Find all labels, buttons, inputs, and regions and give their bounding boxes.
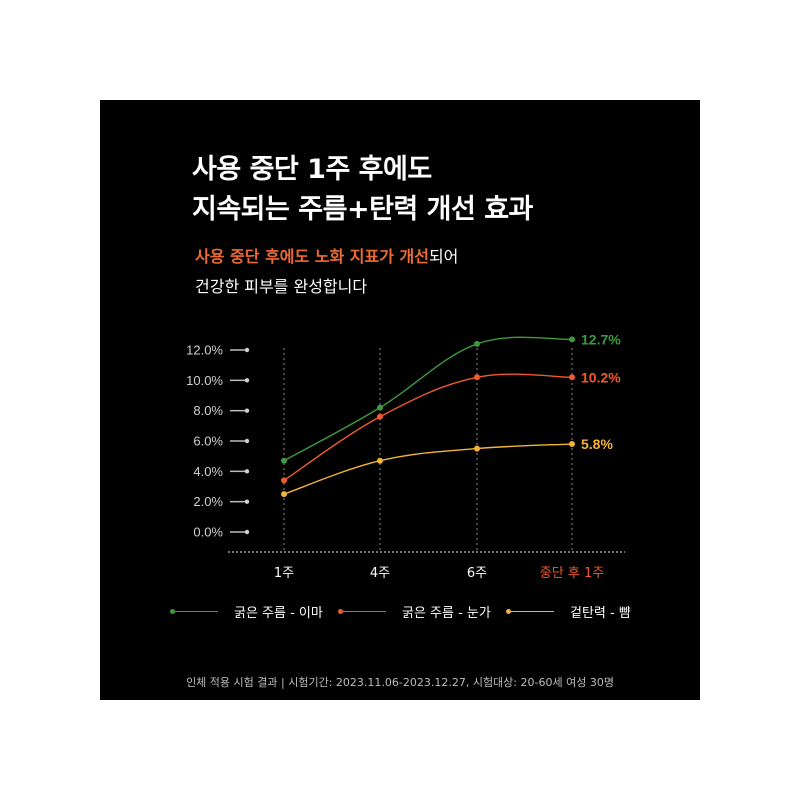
x-tick-label: 4주 bbox=[370, 566, 390, 581]
data-point bbox=[474, 374, 480, 381]
y-tick-dot bbox=[244, 529, 250, 535]
y-tick-label: 0.0% bbox=[193, 525, 223, 540]
series-line bbox=[283, 443, 573, 495]
y-tick-label: 10.0% bbox=[186, 373, 223, 388]
x-tick-label: 중단 후 1주 bbox=[540, 566, 604, 581]
y-tick-label: 12.0% bbox=[186, 343, 223, 358]
line-chart: 0.0% 2.0% 4.0% 6.0% 8.0% 10.0% 12.0% 1주 4주 6주 중단 후… bbox=[186, 331, 625, 581]
y-tick-dot bbox=[244, 469, 250, 474]
subheadline: 사용 중단 후에도 노화 지표가 개선되어 건강한 피부를 완성합니다 bbox=[195, 242, 458, 302]
x-tick-label: 1주 bbox=[274, 566, 294, 581]
infographic-panel: 사용 중단 1주 후에도 지속되는 주름+탄력 개선 효과 사용 중단 후에도 … bbox=[100, 100, 700, 700]
legend-label: 굵은 주름 - 이마 bbox=[234, 606, 323, 621]
legend-item: 겉탄력 - 뺨 bbox=[506, 602, 676, 621]
subheadline-highlight: 사용 중단 후에도 노화 지표가 개선 bbox=[195, 247, 429, 266]
subheadline-rest: 되어 bbox=[428, 247, 459, 266]
data-point bbox=[569, 374, 575, 381]
footnote: 인체 적용 시험 결과 | 시험기간: 2023.11.06-2023.12.2… bbox=[186, 676, 614, 689]
legend-line-icon bbox=[338, 609, 386, 614]
data-point bbox=[569, 441, 575, 448]
legend-line-icon bbox=[170, 609, 218, 614]
data-point bbox=[377, 457, 383, 464]
data-point bbox=[474, 340, 480, 347]
subheadline-line2: 건강한 피부를 완성합니다 bbox=[195, 277, 368, 296]
data-point bbox=[281, 457, 287, 464]
y-tick-dot bbox=[244, 408, 250, 413]
data-point bbox=[377, 413, 383, 420]
legend-dot-icon bbox=[170, 609, 175, 614]
series-line bbox=[283, 336, 573, 462]
data-point bbox=[377, 404, 383, 411]
y-tick-dot bbox=[244, 499, 250, 504]
legend-item: 굵은 주름 - 눈가 bbox=[338, 602, 508, 621]
y-tick-label: 2.0% bbox=[193, 494, 223, 509]
data-point bbox=[281, 491, 287, 498]
legend-item: 굵은 주름 - 이마 bbox=[170, 602, 340, 621]
legend-label: 겉탄력 - 뺨 bbox=[570, 606, 631, 621]
chart-legend: 굵은 주름 - 이마 굵은 주름 - 눈가 겉탄력 - 뺨 bbox=[170, 602, 676, 621]
legend-dot-icon bbox=[338, 609, 343, 614]
y-tick-label: 6.0% bbox=[193, 434, 223, 449]
end-value-label: 10.2% bbox=[581, 369, 621, 385]
end-value-label: 5.8% bbox=[581, 436, 613, 452]
end-value-label: 12.7% bbox=[581, 331, 621, 347]
y-tick-dot bbox=[244, 347, 250, 353]
legend-dot-icon bbox=[506, 609, 511, 614]
x-tick-label: 6주 bbox=[467, 566, 487, 581]
data-point bbox=[569, 336, 575, 343]
headline-line2: 지속되는 주름+탄력 개선 효과 bbox=[192, 194, 533, 225]
series-line bbox=[283, 373, 573, 482]
y-tick-label: 4.0% bbox=[193, 464, 223, 479]
y-tick-label: 8.0% bbox=[193, 403, 223, 418]
headline: 사용 중단 1주 후에도 지속되는 주름+탄력 개선 효과 bbox=[192, 150, 533, 230]
headline-line1: 사용 중단 1주 후에도 bbox=[192, 154, 432, 185]
y-tick-dot bbox=[244, 378, 250, 383]
y-tick-dot bbox=[244, 438, 250, 444]
legend-label: 굵은 주름 - 눈가 bbox=[402, 606, 491, 621]
data-point bbox=[281, 477, 287, 484]
legend-line-icon bbox=[506, 609, 554, 614]
data-point bbox=[474, 445, 480, 452]
